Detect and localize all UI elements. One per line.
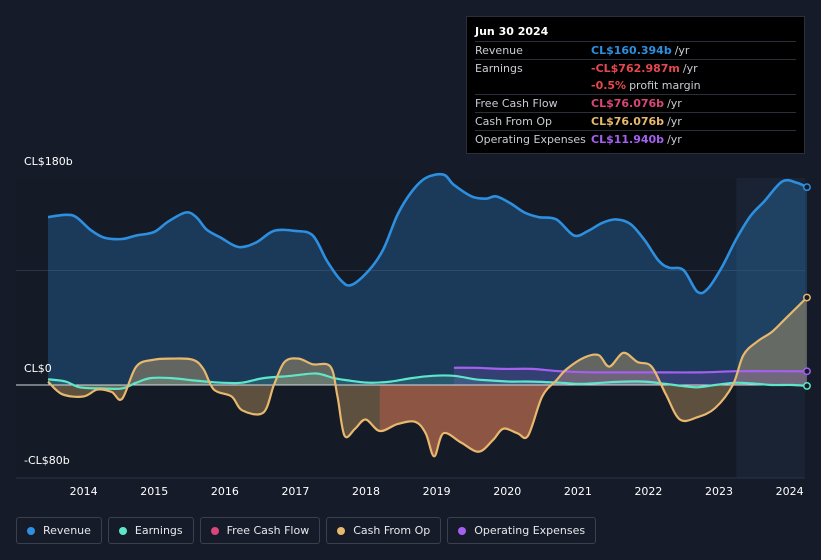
legend-label: Operating Expenses [474,524,586,537]
x-tick-label: 2017 [281,485,309,498]
y-tick-label: -CL$80b [24,454,70,467]
tooltip-date: Jun 30 2024 [475,25,549,38]
x-tick-label: 2015 [140,485,168,498]
tooltip-row-earnings: Earnings -CL$762.987m /yr [475,59,796,77]
revenue-area [48,174,807,385]
tooltip-suffix: /yr [667,115,682,128]
tooltip-row-margin: -0.5% profit margin [475,77,796,94]
y-tick-label: CL$0 [24,362,52,375]
tooltip-row-cash-from-op: Cash From Op CL$76.076b /yr [475,112,796,130]
earnings-end-marker [803,381,811,390]
legend-item-free-cash-flow[interactable]: Free Cash Flow [199,517,321,544]
free-cash-flow-dot-icon [210,526,219,535]
tooltip-value: -0.5% [591,79,627,92]
legend-item-earnings[interactable]: Earnings [107,517,194,544]
legend-label: Cash From Op [353,524,431,537]
y-tick-label: CL$180b [24,155,73,168]
revenue-dot-icon [27,526,35,535]
revenue-line [47,172,808,295]
revenue-end-marker [803,183,811,192]
x-tick-label: 2014 [70,485,98,498]
cash-from-op-line [47,296,808,458]
tooltip-row-free-cash-flow: Free Cash Flow CL$76.076b /yr [475,94,796,112]
plot-area [16,178,805,478]
cash-from-op-end-marker [803,293,811,302]
tooltip-label: Free Cash Flow [475,97,558,110]
forecast-shade [736,178,805,478]
earnings-line [47,372,807,390]
tooltip-value: CL$76.076b [591,97,665,110]
x-tick-label: 2020 [493,485,521,498]
free-cash-flow-area [379,380,557,457]
tooltip-suffix: /yr [667,133,682,146]
earnings-dot-icon [118,526,127,535]
operating-expenses-line [453,366,807,374]
tooltip-row-operating-expenses: Operating Expenses CL$11.940b /yr [475,130,796,148]
x-tick-label: 2019 [423,485,451,498]
tooltip-suffix: /yr [667,97,682,110]
x-tick-label: 2021 [564,485,592,498]
x-tick-label: 2022 [634,485,662,498]
tooltip-label: Earnings [475,62,523,75]
x-tick-label: 2018 [352,485,380,498]
x-tick-label: 2016 [211,485,239,498]
legend-label: Free Cash Flow [226,524,310,537]
legend-item-operating-expenses[interactable]: Operating Expenses [447,517,597,544]
tooltip-suffix: /yr [674,44,690,57]
earnings-area [48,373,807,389]
tooltip-label: Operating Expenses [475,133,586,146]
legend-label: Earnings [134,524,183,537]
tooltip-label: Cash From Op [475,115,553,128]
tooltip-value: CL$160.394b [591,44,672,57]
x-tick-label: 2024 [776,485,804,498]
x-tick-label: 2023 [705,485,733,498]
cash-from-op-area [48,297,807,457]
tooltip-suffix: profit margin [629,79,701,92]
tooltip-value: CL$76.076b [591,115,665,128]
legend: Revenue Earnings Free Cash Flow Cash Fro… [16,517,597,546]
legend-item-cash-from-op[interactable]: Cash From Op [326,517,442,544]
tooltip: Jun 30 2024 Revenue CL$160.394b /yr Earn… [466,16,805,154]
tooltip-value: -CL$762.987m [591,62,680,75]
legend-label: Revenue [43,524,91,537]
operating-expenses-end-marker [803,367,811,376]
tooltip-suffix: /yr [682,62,698,75]
cash-from-op-dot-icon [337,526,346,535]
tooltip-value: CL$11.940b [591,133,665,146]
tooltip-label: Revenue [475,44,523,57]
operating-expenses-dot-icon [458,526,467,535]
legend-item-revenue[interactable]: Revenue [16,517,102,544]
tooltip-row-revenue: Revenue CL$160.394b /yr [475,41,796,59]
